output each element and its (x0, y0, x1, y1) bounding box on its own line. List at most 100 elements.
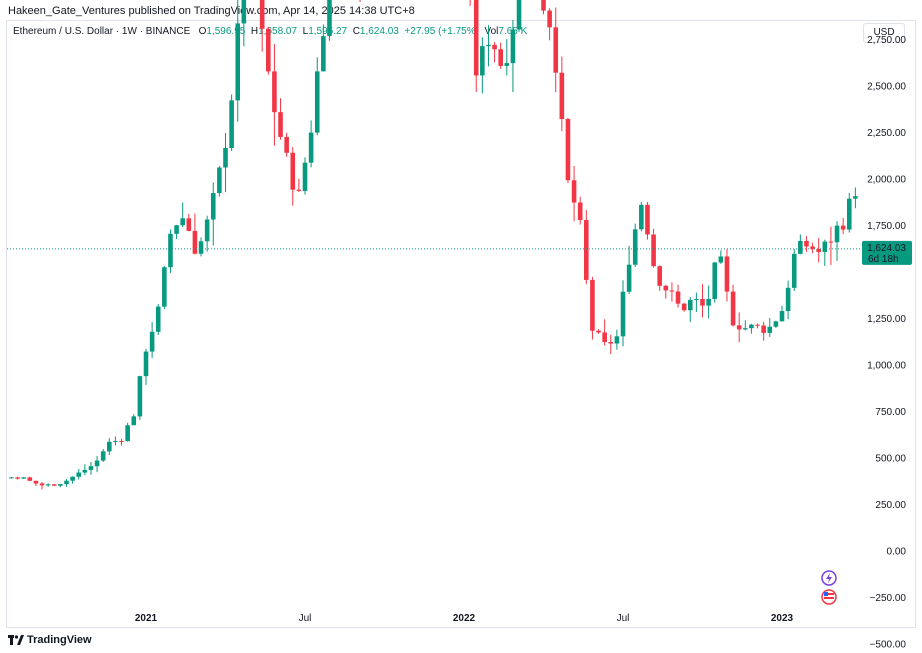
flash-event-icon[interactable] (821, 570, 837, 586)
candle-body (204, 219, 210, 242)
candle-body (724, 256, 730, 292)
y-tick-label: 2,500.00 (867, 82, 906, 93)
us-flag-icon[interactable] (821, 589, 837, 605)
candle-body (718, 256, 724, 263)
candle-body (541, 0, 546, 11)
symbol-name[interactable]: Ethereum / U.S. Dollar · 1W · BINANCE (13, 26, 191, 37)
candle-body (198, 241, 204, 254)
candle-body (113, 440, 118, 442)
high-value: 1,658.07 (258, 26, 298, 37)
candle-body (657, 266, 662, 286)
candle-body (33, 480, 39, 484)
price-axis[interactable]: 5,250.005,000.004,750.004,500.004,250.00… (867, 0, 906, 651)
candle-body (235, 23, 241, 101)
candle-body (675, 291, 681, 304)
y-tick-label: 2,750.00 (867, 35, 906, 46)
candle-body (828, 241, 834, 243)
volume-label: Vol (484, 26, 499, 37)
candles-group (9, 0, 858, 490)
y-tick-label: 750.00 (875, 407, 906, 418)
candle-body (590, 279, 595, 331)
x-tick-label: 2022 (453, 613, 476, 624)
candle-body (82, 469, 88, 473)
y-tick-label: 1,000.00 (867, 361, 906, 372)
candle-body (45, 484, 51, 486)
candle-body (565, 119, 571, 181)
candle-body (626, 264, 632, 292)
candle-body (498, 49, 503, 66)
candle-body (210, 193, 216, 220)
candle-body (51, 484, 57, 486)
candle-body (186, 218, 192, 231)
candle-body (687, 300, 693, 311)
candle-body (259, 0, 265, 29)
candle-body (125, 425, 130, 442)
candle-body (480, 46, 485, 76)
x-tick-label: Jul (617, 613, 630, 624)
candle-body (761, 325, 766, 333)
candle-body (168, 233, 173, 268)
candle-body (486, 44, 491, 47)
candle-body (137, 376, 143, 417)
open-label: O (198, 26, 207, 37)
candle-body (266, 28, 271, 72)
candle-body (559, 72, 565, 120)
y-tick-label: 2,000.00 (867, 175, 906, 186)
candle-body (27, 477, 33, 481)
candle-body (131, 416, 137, 426)
candle-body (779, 311, 785, 322)
x-tick-label: 2023 (771, 613, 794, 624)
candle-body (241, 0, 247, 24)
open-value: 1,596.95 (206, 26, 246, 37)
candle-body (608, 342, 614, 344)
candle-body (290, 152, 296, 190)
candle-body (730, 291, 736, 326)
candle-body (712, 262, 718, 299)
candle-body (553, 27, 559, 73)
candle-body (94, 460, 100, 467)
y-tick-label: 1,250.00 (867, 314, 906, 325)
candle-body (681, 303, 687, 311)
candle-body (694, 299, 699, 301)
candle-body (64, 480, 69, 485)
candle-body (180, 218, 185, 226)
candle-body (58, 484, 63, 486)
candle-body (651, 234, 656, 267)
candle-body (100, 451, 106, 461)
tradingview-logo[interactable]: TradingView (8, 634, 92, 646)
candle-body (492, 44, 497, 50)
price-tag-countdown: 6d 18h (868, 254, 899, 265)
close-label: C (352, 26, 360, 37)
candle-body (810, 246, 815, 249)
candle-body (767, 326, 773, 333)
candle-body (272, 71, 277, 113)
change-value: +27.95 (+1.75%) (404, 26, 479, 37)
candle-body (308, 132, 314, 163)
candle-body (70, 476, 75, 481)
candle-body (602, 332, 607, 343)
y-tick-label: 500.00 (875, 454, 906, 465)
candle-body (706, 298, 711, 306)
candle-body (192, 230, 198, 254)
candle-body (15, 477, 20, 479)
candle-body (278, 112, 283, 137)
chart-frame (6, 20, 916, 628)
candle-body (846, 198, 852, 230)
candle-body (632, 229, 638, 265)
candle-body (804, 240, 809, 247)
candle-body (639, 204, 644, 230)
currency-button[interactable]: USD (863, 23, 905, 43)
candle-body (223, 147, 228, 168)
candle-body (296, 189, 302, 191)
candle-body (749, 324, 754, 329)
candle-body (834, 225, 840, 243)
y-tick-label: 0.00 (887, 547, 907, 558)
candle-body (743, 328, 748, 330)
candle-body (327, 0, 332, 37)
candle-body (798, 240, 803, 254)
time-axis[interactable]: Jul2021Jul2022Jul2023Jul2024Jul2025 (0, 613, 922, 624)
candle-body (596, 330, 601, 333)
candle-body (314, 71, 320, 133)
candle-body (284, 136, 289, 153)
